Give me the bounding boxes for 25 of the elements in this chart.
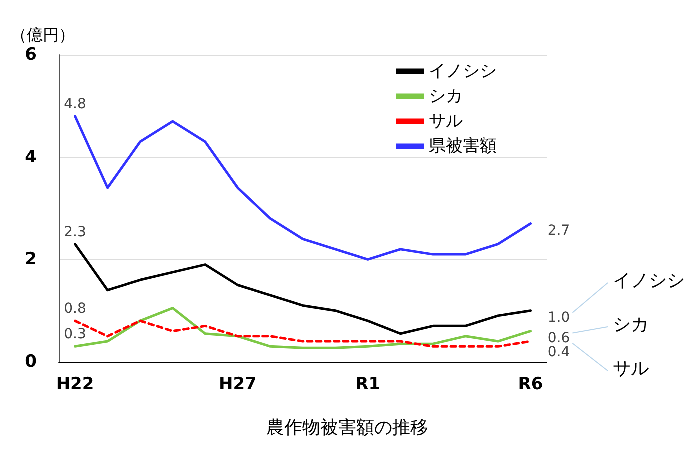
data-label: 0.4 [548,344,570,360]
data-label: 2.7 [548,222,570,239]
text: シカ [613,314,649,336]
y-axis-title: （億円） [11,26,75,44]
data-label: 2.3 [64,224,86,240]
text: サル [613,358,649,380]
y-tick-label: 6 [25,45,37,65]
y-tick-label: 0 [25,352,38,372]
text: 農作物被害額の推移 [266,418,428,438]
text: イノシシ [613,270,685,292]
x-tick-label: R1 [356,374,381,394]
x-tick-label: H27 [218,374,257,394]
legend-label: シカ [429,86,463,106]
legend-label: イノシシ [429,62,497,82]
legend-label: 県被害額 [429,136,497,156]
y-tick-label: 2 [25,250,37,270]
legend-label: サル [429,112,463,132]
data-label: 4.8 [64,96,86,112]
data-label: 0.8 [64,301,86,318]
data-label: 0.3 [64,326,86,343]
x-tick-label: H22 [56,374,94,394]
data-label: 1.0 [548,310,570,326]
x-tick-label: R6 [518,374,544,394]
y-tick-label: 4 [25,147,38,168]
data-label: 0.6 [548,330,570,346]
